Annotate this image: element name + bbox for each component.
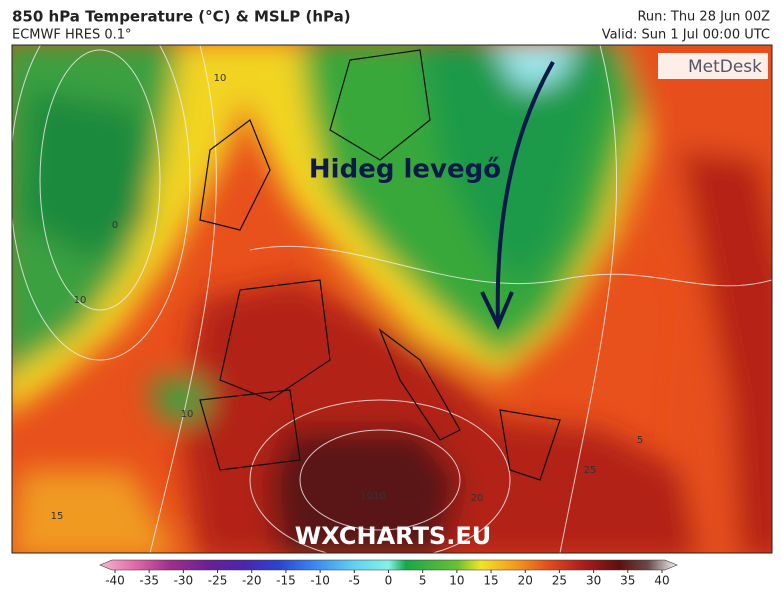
logo: MetDesk bbox=[688, 57, 762, 77]
logo-box bbox=[658, 53, 768, 79]
contour-label: 10 bbox=[181, 409, 194, 420]
colorbar-tick-label: 35 bbox=[620, 574, 635, 588]
colorbar-tick-label: -35 bbox=[139, 574, 159, 588]
contour-label: 10 bbox=[214, 73, 227, 84]
cold-air-arrow bbox=[495, 61, 555, 323]
arrow-head bbox=[480, 291, 514, 330]
contour-label: 20 bbox=[471, 493, 484, 504]
colorbar-tick-label: 30 bbox=[586, 574, 601, 588]
cold-air-annotation: Hideg levegő bbox=[309, 155, 501, 185]
colorbar-tick-label: 25 bbox=[552, 574, 567, 588]
colorbar-tick-label: -20 bbox=[242, 574, 262, 588]
colorbar-tick-label: -5 bbox=[348, 574, 360, 588]
colorbar-tick-label: 0 bbox=[385, 574, 393, 588]
colorbar-tick-label: 20 bbox=[518, 574, 533, 588]
contour-label: 25 bbox=[584, 465, 597, 476]
colorbar-tick-label: 10 bbox=[449, 574, 464, 588]
colorbar-tick-label: -30 bbox=[174, 574, 194, 588]
run-time: Run: Thu 28 Jun 00Z bbox=[637, 10, 770, 25]
map-frame bbox=[11, 44, 773, 554]
map-area: Hideg levegő WXCHARTS.EU MetDesk 10 0 10 15… bbox=[12, 45, 772, 553]
colorbar-tick-label: -25 bbox=[208, 574, 228, 588]
colorbar bbox=[99, 559, 678, 571]
colorbar-tick-label: 5 bbox=[419, 574, 427, 588]
model-name: ECMWF HRES 0.1° bbox=[12, 28, 132, 43]
colorbar-tick-label: 15 bbox=[483, 574, 498, 588]
colorbar-tick-label: -40 bbox=[105, 574, 125, 588]
contour-label: 1010 bbox=[360, 491, 385, 502]
colorbar-tick-label: -10 bbox=[310, 574, 330, 588]
valid-time: Valid: Sun 1 Jul 00:00 UTC bbox=[602, 28, 770, 43]
contour-label: 15 bbox=[51, 511, 64, 522]
colorbar-tick-label: -15 bbox=[276, 574, 296, 588]
contour-label: 0 bbox=[112, 220, 118, 231]
watermark: WXCHARTS.EU bbox=[295, 522, 491, 550]
contour-label: 10 bbox=[74, 295, 87, 306]
colorbar-tick-label: 40 bbox=[654, 574, 669, 588]
map-title: 850 hPa Temperature (°C) & MSLP (hPa) bbox=[12, 8, 351, 26]
contour-label: 5 bbox=[637, 435, 643, 446]
